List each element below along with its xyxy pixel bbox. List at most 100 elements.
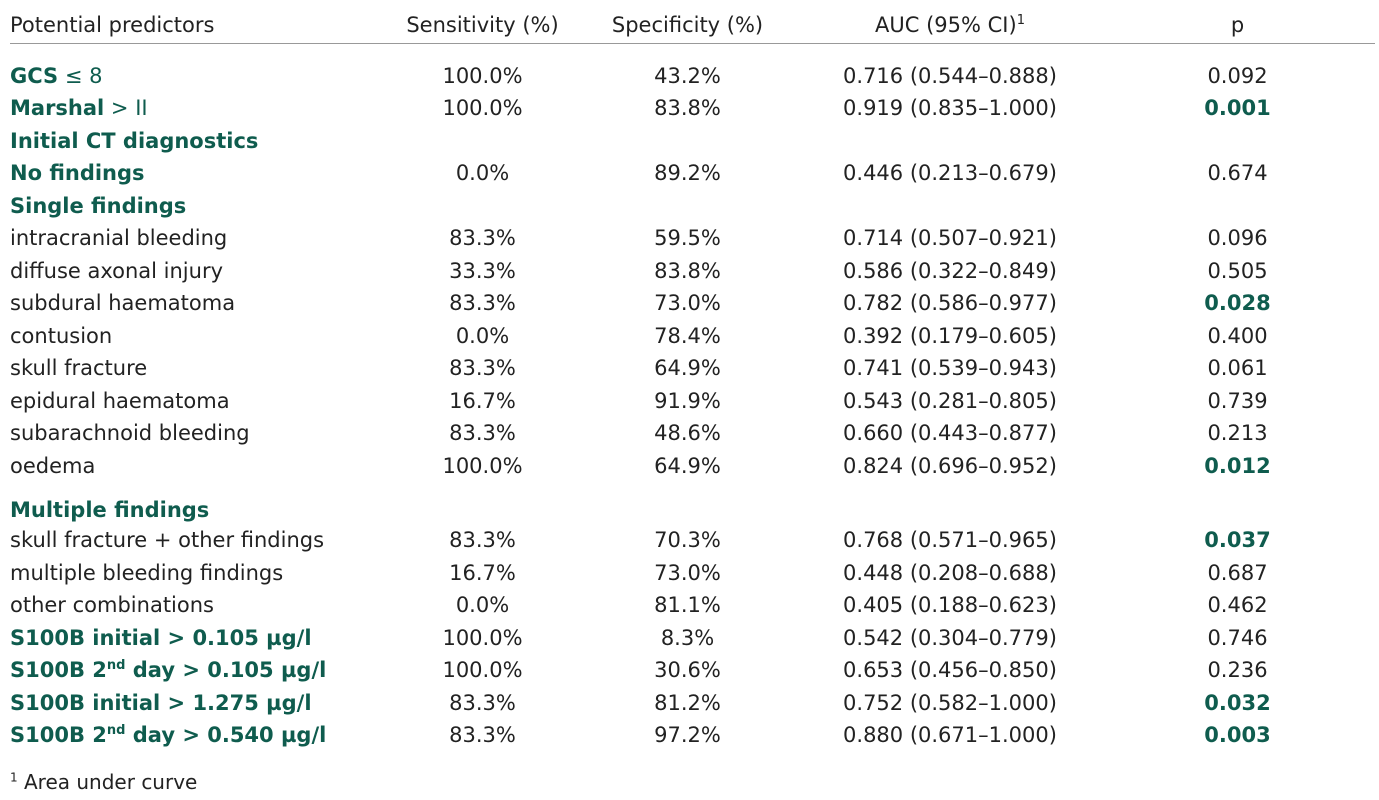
header-predictors: Potential predictors <box>10 7 390 44</box>
sensitivity-value <box>390 125 575 158</box>
table-row: contusion 0.0% 78.4% 0.392 (0.179–0.605) 0.4… <box>10 320 1375 353</box>
specificity-value: 81.1% <box>654 593 721 618</box>
predictor-label: skull fracture + other findings <box>10 528 325 553</box>
specificity-value: 64.9% <box>654 356 721 381</box>
predictor-label-suffix: day > 0.540 µg/l <box>125 723 327 748</box>
p-value <box>1100 482 1375 524</box>
specificity-value: 97.2% <box>654 723 721 748</box>
sensitivity-value: 16.7% <box>449 560 516 585</box>
predictor-label: Initial CT diagnostics <box>10 128 259 153</box>
specificity-value: 73.0% <box>654 560 721 585</box>
specificity-value: 8.3% <box>660 625 715 650</box>
predictor-label: S100B 2 <box>10 723 107 748</box>
p-value: 0.001 <box>1204 96 1271 121</box>
auc-value <box>800 190 1100 223</box>
predictor-name: S100B initial > 1.275 µg/l <box>10 687 390 720</box>
table-row: S100B initial > 0.105 µg/l 100.0% 8.3% 0.54… <box>10 622 1375 655</box>
header-row: Potential predictors Sensitivity (%) Spe… <box>10 7 1375 44</box>
predictor-label: S100B 2 <box>10 658 107 683</box>
table-row: subarachnoid bleeding 83.3% 48.6% 0.660 (0.… <box>10 417 1375 450</box>
footnote-text: Area under curve <box>17 770 198 794</box>
specificity-value <box>575 125 800 158</box>
predictor-label: multiple bleeding findings <box>10 560 284 585</box>
table-row: epidural haematoma 16.7% 91.9% 0.543 (0.281… <box>10 385 1375 418</box>
specificity-value: 30.6% <box>654 658 721 683</box>
table-row: diffuse axonal injury 33.3% 83.8% 0.586 (0.… <box>10 255 1375 288</box>
predictor-label: Marshal <box>10 96 105 121</box>
p-value: 0.746 <box>1207 625 1268 650</box>
sensitivity-value: 83.3% <box>449 690 516 715</box>
specificity-value: 81.2% <box>654 690 721 715</box>
predictor-name: GCS ≤ 8 <box>10 44 390 93</box>
predictor-label: contusion <box>10 323 113 348</box>
predictor-name: diffuse axonal injury <box>10 255 390 288</box>
auc-value: 0.752 (0.582–1.000) <box>843 690 1057 715</box>
p-value: 0.032 <box>1204 690 1271 715</box>
table-row: intracranial bleeding 83.3% 59.5% 0.714 (0.… <box>10 222 1375 255</box>
p-value: 0.028 <box>1204 291 1271 316</box>
specificity-value: 43.2% <box>654 64 721 88</box>
table-row: S100B 2nd day > 0.105 µg/l 100.0% 30.6% 0.6… <box>10 654 1375 687</box>
predictor-name: subarachnoid bleeding <box>10 417 390 450</box>
sensitivity-value: 16.7% <box>449 388 516 413</box>
auc-value: 0.714 (0.507–0.921) <box>843 226 1057 251</box>
sensitivity-value: 100.0% <box>442 64 523 88</box>
sensitivity-value: 0.0% <box>455 593 510 618</box>
auc-value: 0.782 (0.586–0.977) <box>843 291 1057 316</box>
table-body: GCS ≤ 8 100.0% 43.2% 0.716 (0.544–0.888) 0.0… <box>10 44 1375 752</box>
predictor-name: epidural haematoma <box>10 385 390 418</box>
predictor-name: skull fracture <box>10 352 390 385</box>
table-row: Single findings <box>10 190 1375 223</box>
predictor-label: S100B initial > 1.275 µg/l <box>10 690 312 715</box>
predictor-name: contusion <box>10 320 390 353</box>
auc-value <box>800 482 1100 524</box>
predictor-name: oedema <box>10 450 390 483</box>
p-value: 0.462 <box>1207 593 1268 618</box>
auc-value: 0.824 (0.696–0.952) <box>843 453 1057 478</box>
predictor-label: diffuse axonal injury <box>10 258 224 283</box>
predictor-superscript: nd <box>106 658 126 674</box>
p-value: 0.092 <box>1207 64 1268 88</box>
predictor-name: Initial CT diagnostics <box>10 125 390 158</box>
table-row: Initial CT diagnostics <box>10 125 1375 158</box>
auc-value: 0.542 (0.304–0.779) <box>843 625 1057 650</box>
predictor-name: subdural haematoma <box>10 287 390 320</box>
predictor-label: subarachnoid bleeding <box>10 421 250 446</box>
sensitivity-value: 0.0% <box>455 161 510 186</box>
sensitivity-value: 83.3% <box>449 291 516 316</box>
sensitivity-value <box>390 482 575 524</box>
specificity-value: 48.6% <box>654 421 721 446</box>
table-header: Potential predictors Sensitivity (%) Spe… <box>10 7 1375 44</box>
predictor-name: Multiple findings <box>10 482 390 524</box>
predictor-name: No findings <box>10 157 390 190</box>
predictor-name: other combinations <box>10 589 390 622</box>
sensitivity-value: 33.3% <box>449 258 516 283</box>
predictor-label: Multiple findings <box>10 498 210 522</box>
predictor-name: S100B initial > 0.105 µg/l <box>10 622 390 655</box>
predictors-table: Potential predictors Sensitivity (%) Spe… <box>10 7 1375 752</box>
table-row: No findings 0.0% 89.2% 0.446 (0.213–0.679) 0… <box>10 157 1375 190</box>
sensitivity-value: 100.0% <box>442 625 523 650</box>
auc-value: 0.586 (0.322–0.849) <box>843 258 1057 283</box>
p-value: 0.236 <box>1207 658 1268 683</box>
predictor-threshold: ≤ 8 <box>58 64 103 88</box>
auc-value: 0.716 (0.544–0.888) <box>843 64 1057 88</box>
predictor-threshold: > II <box>104 96 148 121</box>
specificity-value: 78.4% <box>654 323 721 348</box>
specificity-value: 64.9% <box>654 453 721 478</box>
auc-value: 0.448 (0.208–0.688) <box>843 560 1057 585</box>
p-value: 0.505 <box>1207 258 1268 283</box>
header-specificity: Specificity (%) <box>575 7 800 44</box>
p-value: 0.037 <box>1204 528 1271 553</box>
table-row: S100B 2nd day > 0.540 µg/l 83.3% 97.2% 0.88… <box>10 719 1375 752</box>
predictor-label: skull fracture <box>10 356 148 381</box>
auc-value <box>800 125 1100 158</box>
p-value: 0.003 <box>1204 723 1271 748</box>
p-value: 0.096 <box>1207 226 1268 251</box>
specificity-value: 70.3% <box>654 528 721 553</box>
p-value <box>1100 125 1375 158</box>
p-value: 0.739 <box>1207 388 1268 413</box>
header-p: p <box>1100 7 1375 44</box>
p-value: 0.400 <box>1207 323 1268 348</box>
